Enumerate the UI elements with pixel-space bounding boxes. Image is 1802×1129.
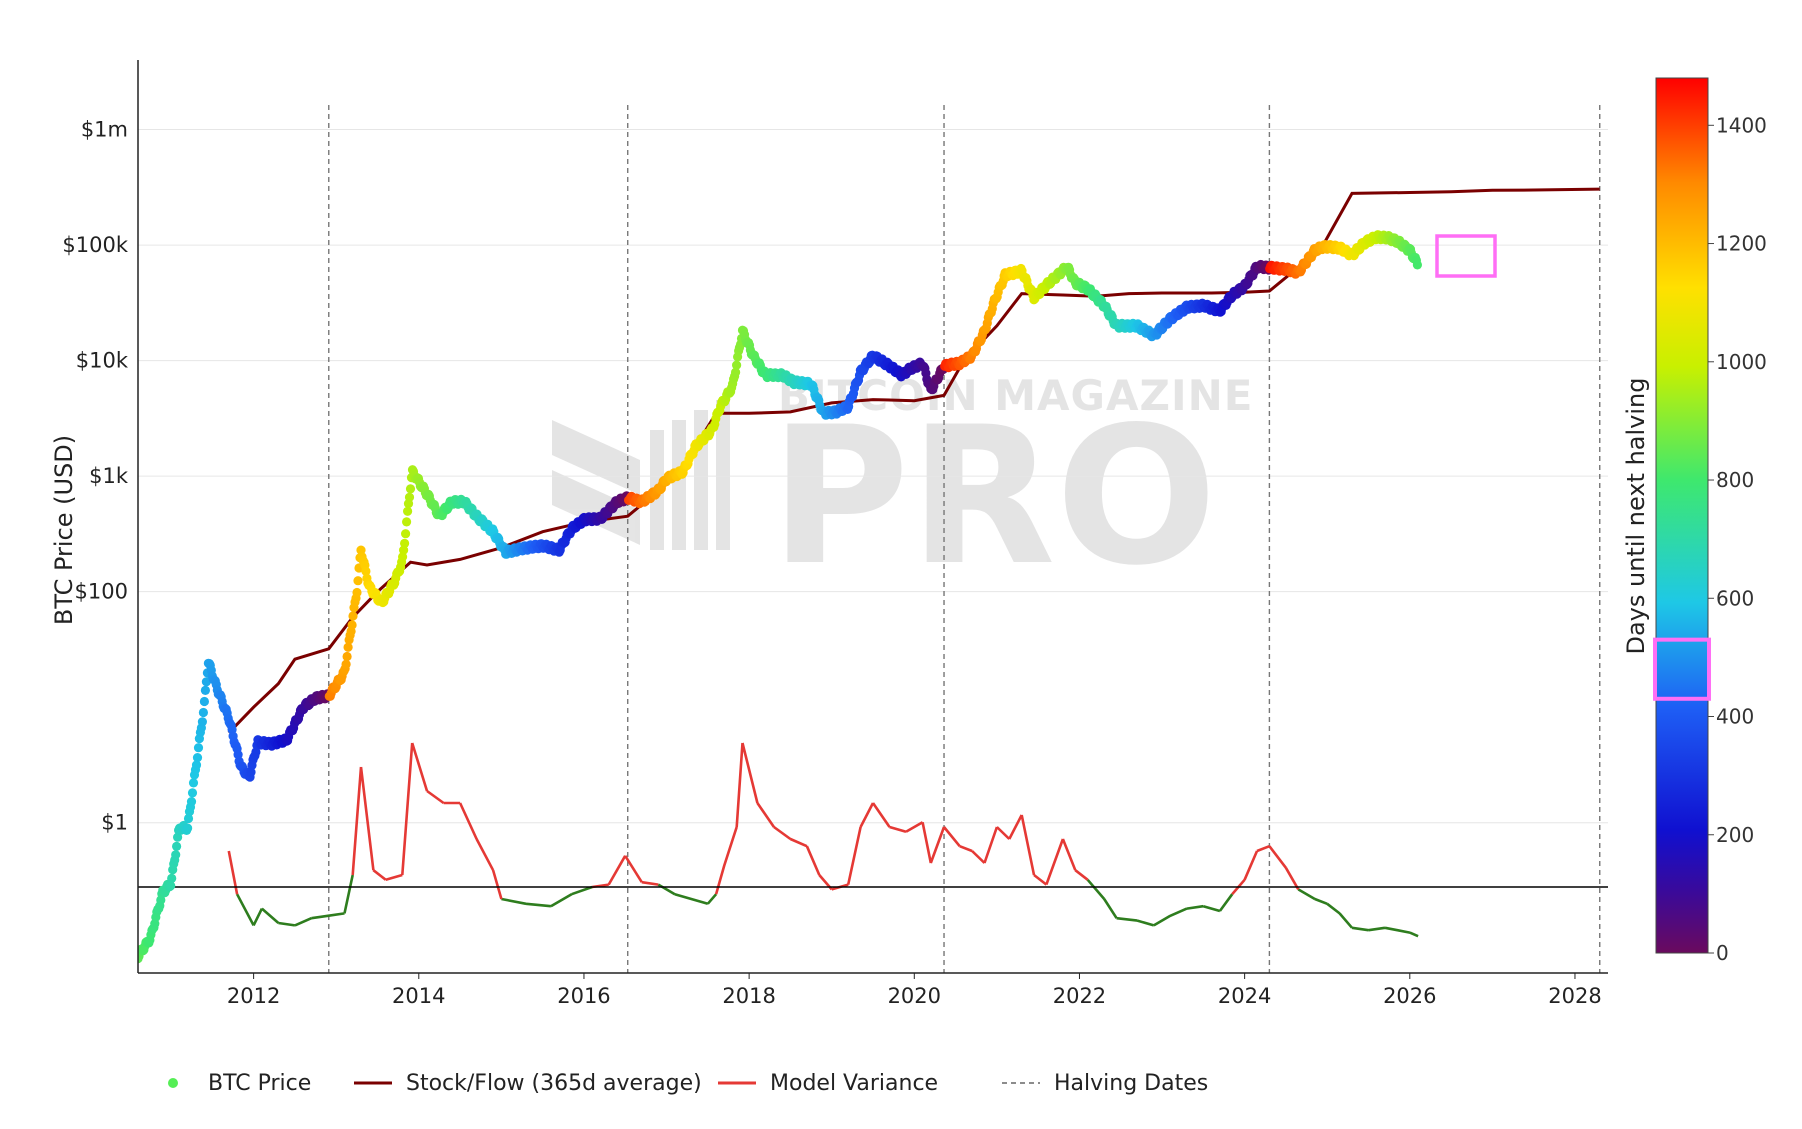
- btc-price-series: [138, 230, 1422, 964]
- legend-label: BTC Price: [208, 1071, 311, 1096]
- btc-price-point: [731, 367, 741, 377]
- legend-item[interactable]: BTC Price: [168, 1071, 311, 1096]
- legend-marker-icon: [168, 1078, 178, 1088]
- btc-price-point: [167, 873, 177, 884]
- colorbar-tick-label: 1000: [1716, 350, 1767, 374]
- btc-price-point: [401, 529, 411, 539]
- y-axis-title: BTC Price (USD): [50, 435, 78, 625]
- watermark-logo: BITCOIN MAGAZINE PRO: [552, 371, 1252, 607]
- legend: BTC Price Stock/Flow (365d average) Model …: [168, 1071, 1208, 1096]
- btc-price-point: [183, 823, 193, 833]
- btc-price-point: [192, 753, 203, 763]
- btc-price-point: [404, 492, 415, 502]
- y-tick-label: $1: [101, 811, 128, 835]
- colorbar-tick-label: 1200: [1716, 232, 1767, 256]
- forecast-highlight-box: [1435, 234, 1497, 278]
- colorbar-tick-labels: 0 200 400 600 800 1000 1200 1400: [1708, 113, 1767, 965]
- btc-price-point: [353, 576, 363, 586]
- plot-area: [138, 187, 1608, 964]
- btc-price-point: [402, 517, 412, 527]
- colorbar-tick-label: 400: [1716, 705, 1754, 729]
- btc-price-point: [348, 611, 358, 621]
- legend-label: Halving Dates: [1054, 1071, 1208, 1096]
- colorbar-highlight-box: [1653, 637, 1711, 701]
- btc-price-point: [246, 767, 256, 777]
- btc-price-point: [342, 651, 352, 662]
- btc-price-point: [200, 685, 210, 696]
- btc-price-point: [403, 506, 413, 516]
- halving-date-lines: [328, 105, 1601, 973]
- legend-item[interactable]: Stock/Flow (365d average): [354, 1071, 702, 1096]
- x-tick-label: 2020: [888, 984, 941, 1008]
- y-tick-labels: $1 $100 $1k $10k $100k $1m: [62, 118, 128, 835]
- model-variance-above-line: [227, 742, 1300, 900]
- x-tick-label: 2024: [1218, 984, 1271, 1008]
- colorbar-tick-label: 800: [1716, 468, 1754, 492]
- btc-price-point: [186, 797, 197, 807]
- x-tick-label: 2016: [557, 984, 610, 1008]
- btc-price-point: [352, 587, 362, 598]
- btc-price-point: [405, 484, 416, 494]
- btc-price-point: [398, 552, 408, 562]
- btc-price-point: [172, 841, 182, 852]
- btc-price-point: [197, 717, 207, 727]
- btc-price-point: [166, 881, 176, 891]
- btc-price-point: [188, 778, 199, 788]
- colorbar: 0 200 400 600 800 1000 1200 1400 Days until nex…: [1622, 77, 1767, 965]
- btc-price-point: [341, 659, 351, 669]
- btc-price-point: [187, 788, 198, 798]
- legend-label: Stock/Flow (365d average): [406, 1071, 702, 1096]
- btc-price-point: [347, 620, 357, 630]
- y-tick-label: $1k: [89, 464, 129, 488]
- colorbar-tick-label: 200: [1716, 823, 1754, 847]
- btc-price-point: [732, 360, 742, 370]
- btc-price-point: [183, 813, 194, 824]
- x-tick-label: 2018: [722, 984, 775, 1008]
- x-tick-labels: 2012 2014 2016 2018 2020 2022 2024 2026 2028: [227, 973, 1602, 1008]
- btc-price-point: [343, 642, 353, 652]
- colorbar-title: Days until next halving: [1622, 377, 1650, 654]
- btc-price-point: [361, 566, 371, 576]
- x-tick-label: 2012: [227, 984, 280, 1008]
- legend-item[interactable]: Model Variance: [718, 1071, 938, 1096]
- colorbar-gradient: [1655, 77, 1709, 954]
- btc-price-point: [199, 696, 209, 707]
- btc-price-point: [1412, 260, 1422, 270]
- y-tick-label: $10k: [76, 349, 129, 373]
- colorbar-tick-label: 600: [1716, 586, 1754, 610]
- svg-text:PRO: PRO: [770, 386, 1217, 607]
- colorbar-tick-label: 1400: [1716, 113, 1767, 137]
- btc-price-point: [171, 850, 181, 860]
- btc-price-point: [191, 760, 202, 770]
- colorbar-tick-label: 0: [1716, 941, 1729, 965]
- x-tick-label: 2022: [1053, 984, 1106, 1008]
- x-tick-label: 2028: [1548, 984, 1601, 1008]
- btc-price-point: [400, 538, 410, 549]
- x-tick-label: 2026: [1383, 984, 1436, 1008]
- btc-price-point: [193, 743, 204, 753]
- legend-label: Model Variance: [770, 1071, 938, 1096]
- y-tick-label: $1m: [81, 118, 128, 142]
- btc-price-point: [201, 677, 211, 687]
- btc-price-point: [198, 707, 208, 718]
- legend-item[interactable]: Halving Dates: [1002, 1071, 1208, 1096]
- y-tick-label: $100: [75, 580, 128, 604]
- model-variance-below-line: [235, 874, 1419, 938]
- y-tick-label: $100k: [62, 233, 128, 257]
- x-tick-label: 2014: [392, 984, 445, 1008]
